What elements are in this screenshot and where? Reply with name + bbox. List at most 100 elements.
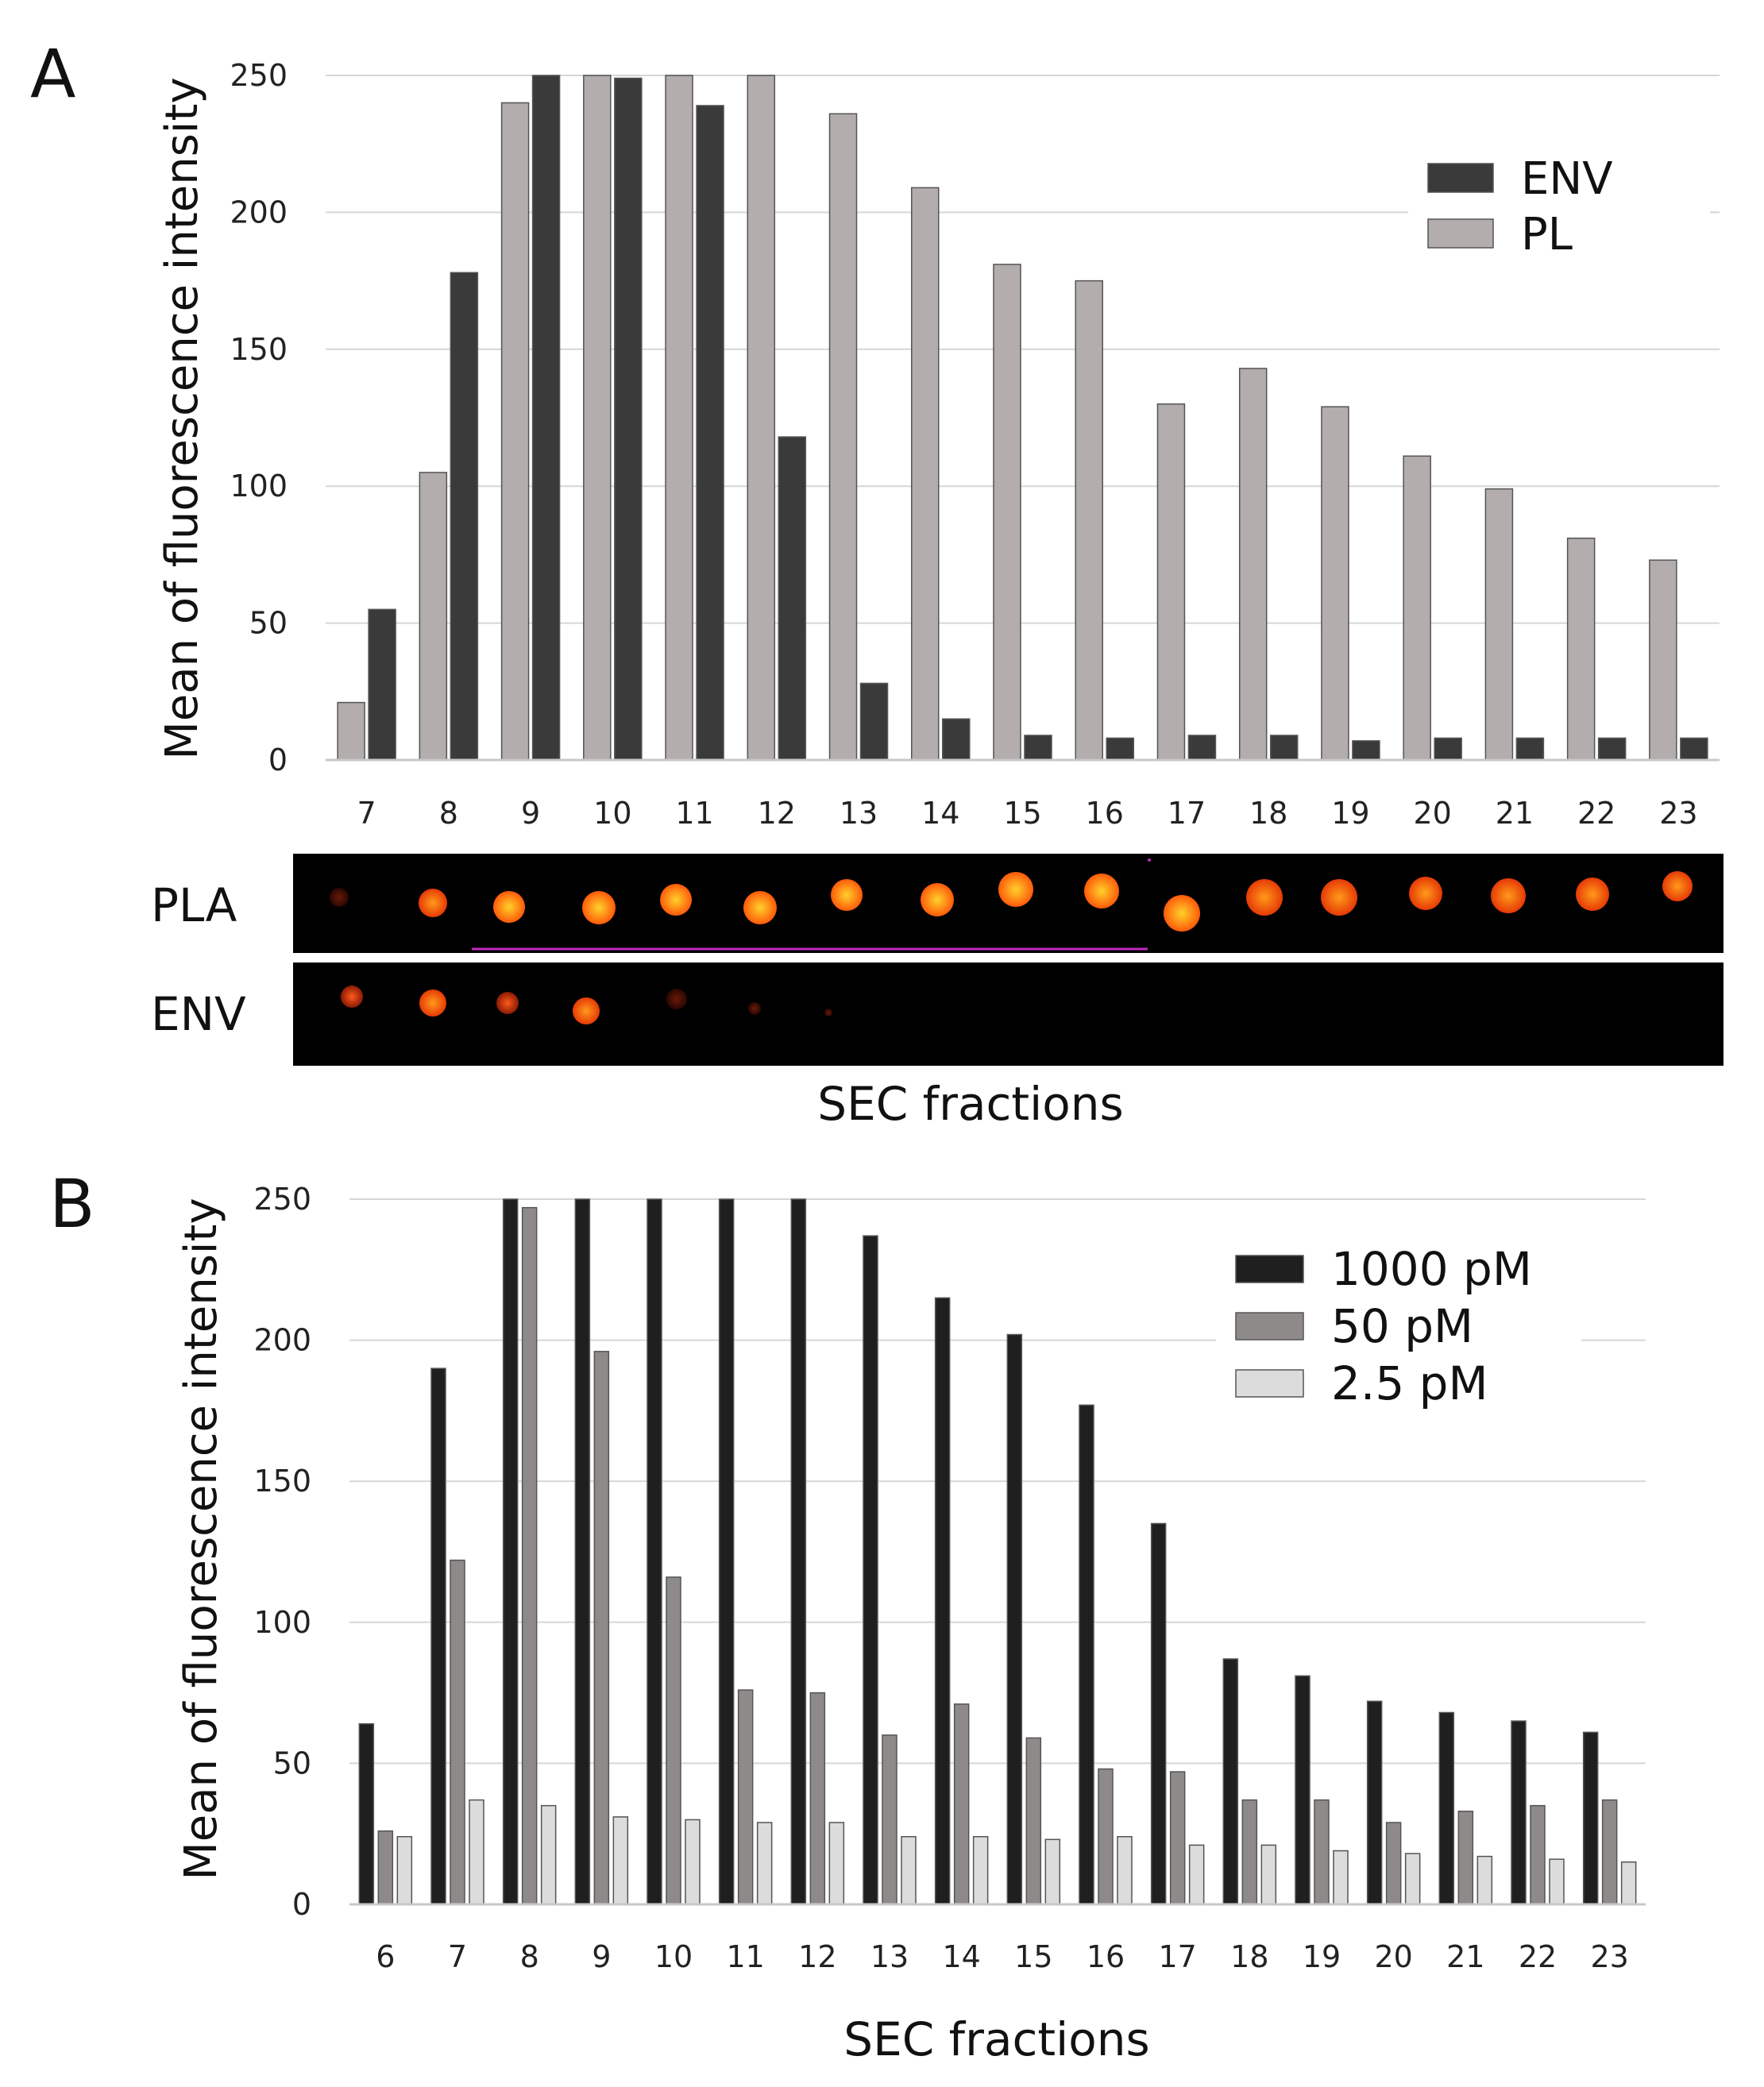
bar-50-pm-fraction-7: [450, 1559, 465, 1905]
bar-env-fraction-20: [1434, 737, 1462, 761]
bar-1000-pm-fraction-13: [863, 1235, 878, 1905]
x-tick-label: 14: [921, 796, 959, 831]
bar-env-fraction-19: [1352, 740, 1380, 761]
blot-dot-env: [573, 997, 600, 1024]
y-tick-label: 250: [230, 58, 288, 93]
y-tick-label: 100: [230, 469, 288, 503]
bar-50-pm-fraction-16: [1098, 1768, 1114, 1905]
bar-pl-fraction-13: [828, 113, 858, 761]
bar-env-fraction-21: [1515, 737, 1545, 761]
bar-env-fraction-7: [368, 608, 396, 761]
chart-a-x-ticks: 7 8 9 10 11 12 13 14 15 16 17 18 19 20 21 22 23: [357, 796, 1698, 831]
x-tick-label: 22: [1577, 796, 1615, 831]
bar-50-pm-fraction-8: [521, 1206, 538, 1905]
x-tick-label: 17: [1158, 1939, 1196, 1974]
blot-dot-pla: [1084, 874, 1119, 908]
bar-pl-fraction-17: [1156, 403, 1186, 761]
x-tick-label: 22: [1519, 1939, 1557, 1974]
blot-dot-pla: [1662, 871, 1693, 901]
bar-pl-fraction-22: [1566, 537, 1596, 761]
legend-label: 50 pM: [1331, 1299, 1473, 1353]
x-tick-label: 23: [1659, 796, 1697, 831]
bar-env-fraction-15: [1024, 735, 1052, 761]
x-tick-label: 16: [1086, 796, 1124, 831]
y-tick-label: 200: [253, 1323, 311, 1358]
bar-1000-pm-fraction-20: [1366, 1700, 1383, 1905]
bar-50-pm-fraction-13: [882, 1734, 897, 1905]
chart-a-y-label: Mean of fluorescence intensity: [156, 77, 208, 759]
bar-pl-fraction-23: [1649, 559, 1677, 761]
bar-2-5-pm-fraction-23: [1620, 1861, 1637, 1905]
x-tick-label: 18: [1230, 1939, 1268, 1974]
y-tick-label: 50: [249, 606, 288, 641]
bar-env-fraction-16: [1106, 737, 1134, 761]
bar-2-5-pm-fraction-20: [1404, 1853, 1421, 1905]
legend-swatch-2-5-pm: [1235, 1369, 1304, 1398]
bar-2-5-pm-fraction-19: [1333, 1850, 1349, 1905]
chart-a: 0 50 100 150 200 250 7 8 9 10 11 12 13 14 15 16 17 18 19 2…: [156, 58, 1720, 831]
chart-b: 0 50 100 150 200 250 6 7 8 9 10 11 12 13 14 15 16 17 18 19…: [176, 1182, 1646, 2066]
bar-env-fraction-23: [1680, 737, 1708, 761]
legend-swatch-env: [1427, 163, 1494, 193]
y-tick-label: 150: [253, 1464, 311, 1499]
bar-env-fraction-22: [1597, 737, 1627, 761]
bar-pl-fraction-14: [911, 187, 940, 761]
dot-blot-image: PLA ENV SEC fractions: [151, 854, 1723, 1131]
blot-dot-pla: [419, 889, 447, 917]
blot-dot-env: [666, 989, 687, 1009]
x-tick-label: 12: [798, 1939, 836, 1974]
bar-env-fraction-13: [859, 682, 889, 761]
chart-b-y-ticks: 0 50 100 150 200 250: [253, 1182, 311, 1922]
bar-2-5-pm-fraction-16: [1117, 1836, 1133, 1905]
bar-env-fraction-14: [942, 718, 971, 761]
bar-1000-pm-fraction-23: [1582, 1731, 1599, 1905]
bar-1000-pm-fraction-12: [790, 1198, 807, 1905]
bar-50-pm-fraction-22: [1530, 1804, 1546, 1905]
x-tick-label: 11: [675, 796, 713, 831]
blot-dot-env: [419, 989, 446, 1016]
blot-env-strip: [293, 962, 1723, 1066]
blot-dot-pla: [1576, 878, 1609, 911]
blot-dot-pla: [660, 884, 692, 916]
blot-dot-env: [341, 986, 363, 1008]
x-tick-label: 8: [439, 796, 458, 831]
x-tick-label: 19: [1303, 1939, 1341, 1974]
bar-env-fraction-11: [696, 105, 724, 761]
chart-a-y-ticks: 0 50 100 150 200 250: [230, 58, 288, 777]
chart-b-y-label: Mean of fluorescence intensity: [176, 1198, 227, 1880]
x-tick-label: 10: [593, 796, 631, 831]
bar-50-pm-fraction-21: [1457, 1811, 1474, 1905]
x-tick-label: 8: [520, 1939, 539, 1974]
x-tick-label: 15: [1014, 1939, 1052, 1974]
bar-pl-fraction-8: [419, 472, 448, 761]
legend-swatch-50-pm: [1235, 1312, 1304, 1341]
x-tick-label: 7: [357, 796, 376, 831]
bar-50-pm-fraction-9: [593, 1351, 610, 1905]
x-tick-label: 12: [758, 796, 796, 831]
x-tick-label: 19: [1331, 796, 1369, 831]
bar-pl-fraction-7: [337, 701, 365, 761]
blot-marker-dot: [1148, 858, 1151, 862]
bar-2-5-pm-fraction-10: [685, 1819, 701, 1905]
legend-label: PL: [1521, 209, 1573, 260]
x-tick-label: 9: [521, 796, 540, 831]
bar-pl-fraction-15: [993, 264, 1021, 761]
bar-50-pm-fraction-14: [953, 1703, 970, 1905]
y-tick-label: 100: [253, 1605, 311, 1640]
bar-50-pm-fraction-6: [377, 1830, 394, 1905]
bar-pl-fraction-12: [747, 75, 776, 761]
blot-dot-env: [748, 1002, 761, 1015]
blot-label-pla: PLA: [151, 878, 237, 932]
y-tick-label: 150: [230, 332, 288, 367]
chart-b-x-label: SEC fractions: [843, 2012, 1149, 2066]
bar-1000-pm-fraction-19: [1295, 1675, 1310, 1905]
y-tick-label: 50: [273, 1746, 311, 1780]
x-tick-label: 16: [1087, 1939, 1125, 1974]
bar-env-fraction-18: [1269, 735, 1299, 761]
bar-1000-pm-fraction-11: [718, 1198, 735, 1905]
bar-env-fraction-17: [1187, 735, 1217, 761]
legend-swatch-pl: [1427, 218, 1494, 249]
x-tick-label: 21: [1446, 1939, 1484, 1974]
chart-b-x-ticks: 6 7 8 9 10 11 12 13 14 15 16 17 18 19 20 21 22 23: [376, 1939, 1629, 1974]
